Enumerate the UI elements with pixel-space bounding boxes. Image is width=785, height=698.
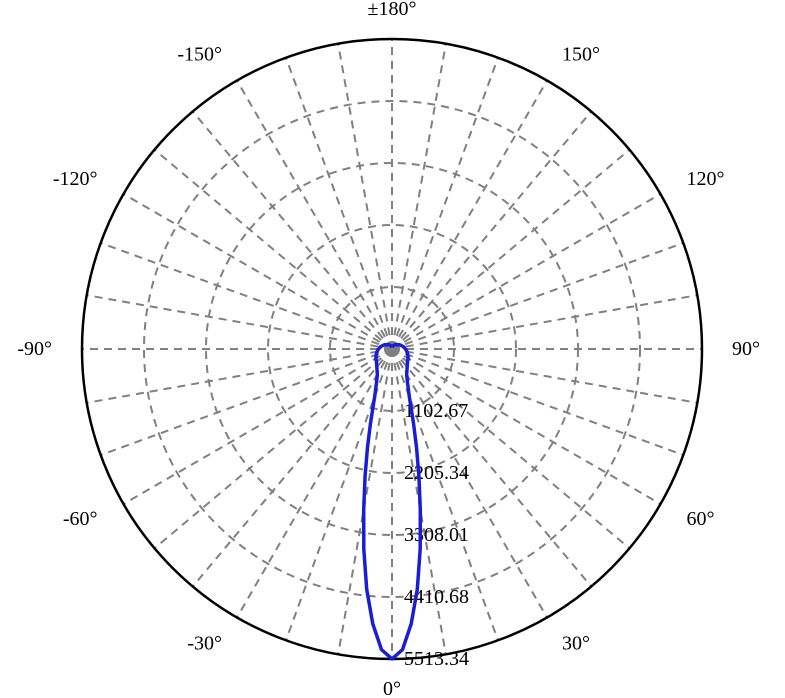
radial-label: 2205.34 <box>404 462 469 484</box>
angle-label: -150° <box>177 44 222 66</box>
angle-label: ±180° <box>368 0 417 20</box>
angle-label: -120° <box>53 168 98 190</box>
polar-chart: -150° -120° -90° -60° -30° 0° 30° 60° 90° 120° 150… <box>0 0 785 698</box>
angle-label: 0° <box>383 678 401 698</box>
angle-label: -60° <box>63 508 98 530</box>
angle-label: 120° <box>686 168 724 190</box>
angle-label: -90° <box>17 338 52 360</box>
radial-label: 5513.34 <box>404 648 469 670</box>
angle-label: 150° <box>562 44 600 66</box>
radial-label: 3308.01 <box>404 524 469 546</box>
angle-label: 30° <box>562 632 590 654</box>
angle-label: 90° <box>732 338 760 360</box>
polar-chart-svg: -150° -120° -90° -60° -30° 0° 30° 60° 90° 120° 150… <box>0 0 785 698</box>
angle-label: 60° <box>686 508 714 530</box>
angle-label: -30° <box>187 632 222 654</box>
